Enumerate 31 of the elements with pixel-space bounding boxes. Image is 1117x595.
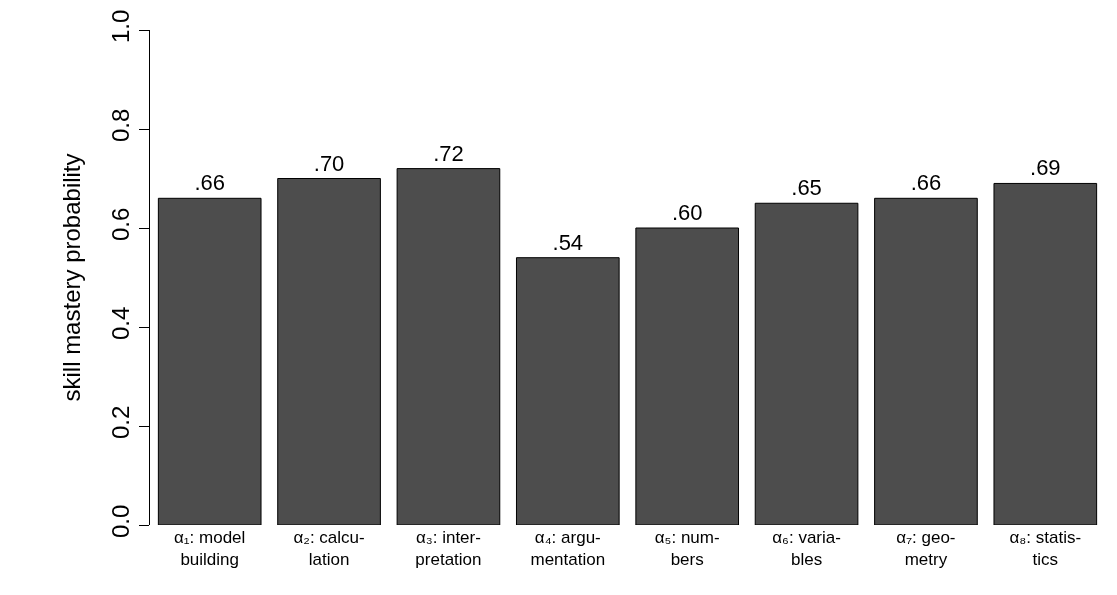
x-tick-label: α₆: varia- bles xyxy=(772,528,841,570)
x-tick-label: α₄: argu- mentation xyxy=(530,528,606,570)
x-tick-label: α₃: inter- pretation xyxy=(415,528,482,570)
bar xyxy=(635,227,740,525)
bar xyxy=(515,257,620,525)
x-tick-label: α₁: model building xyxy=(174,528,246,570)
x-tick-label: α₂: calcu- lation xyxy=(293,528,365,570)
x-tick-label: α₈: statis- tics xyxy=(1009,528,1082,570)
y-tick-label: 0.8 xyxy=(107,108,135,143)
data-label: .60 xyxy=(671,200,703,225)
data-label: .69 xyxy=(1030,155,1061,181)
y-tick-label: 0.4 xyxy=(107,306,135,341)
bar xyxy=(157,197,262,525)
bar xyxy=(277,178,381,525)
data-label: .54 xyxy=(552,229,584,255)
data-label: .72 xyxy=(433,140,464,166)
y-tick-label: 0.0 xyxy=(107,504,135,539)
data-label: .70 xyxy=(313,150,345,176)
data-label: .66 xyxy=(194,170,225,196)
bar xyxy=(396,168,501,525)
x-tick-label: α₇: geo- metry xyxy=(896,528,956,570)
y-tick-label: 0.2 xyxy=(107,405,135,440)
y-axis-title: skill mastery probability xyxy=(57,153,85,402)
data-label: .66 xyxy=(910,170,942,196)
y-tick-label: 1.0 xyxy=(107,9,135,44)
bar xyxy=(993,182,1098,525)
bar xyxy=(874,197,978,525)
y-tick-label: 0.6 xyxy=(107,207,135,242)
x-tick-label: α₅: num- bers xyxy=(654,528,720,570)
data-label: .65 xyxy=(791,175,822,201)
bar xyxy=(754,202,859,525)
